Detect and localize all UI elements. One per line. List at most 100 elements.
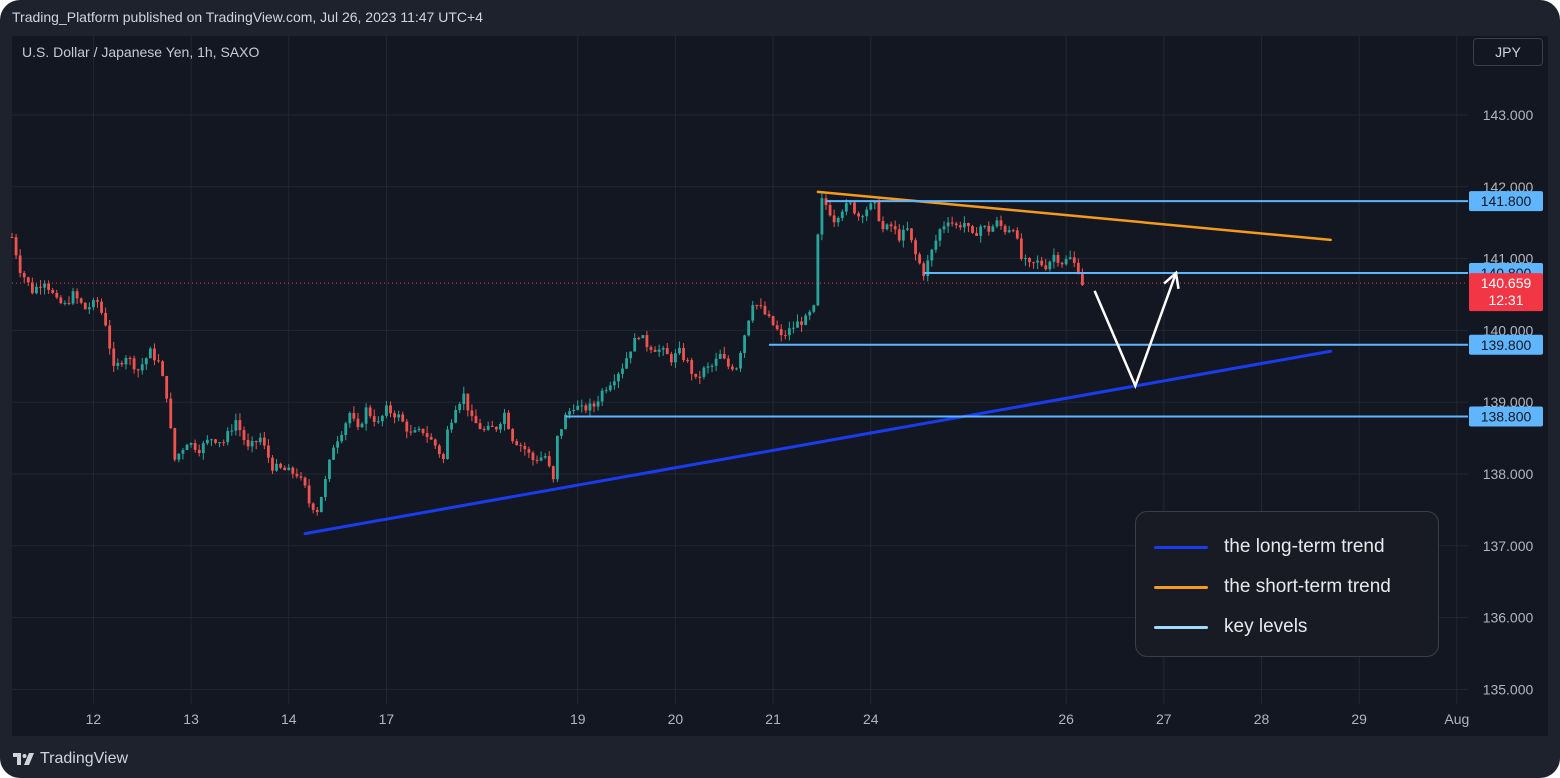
candle-body[interactable] [910,228,913,241]
candle-body[interactable] [857,213,860,217]
candle-body[interactable] [893,226,897,230]
candle-body[interactable] [55,293,59,298]
short-term-trend-line[interactable] [816,190,1332,242]
candle-body[interactable] [958,225,962,228]
candle-body[interactable] [800,321,803,325]
candle-body[interactable] [678,347,681,354]
candle-body[interactable] [218,442,221,444]
candle-body[interactable] [885,224,889,230]
candle-body[interactable] [1028,257,1031,263]
candle-body[interactable] [291,467,295,474]
candle-body[interactable] [165,376,169,399]
candle-body[interactable] [726,358,730,367]
candle-body[interactable] [787,328,791,336]
candle-body[interactable] [157,360,160,362]
candle-body[interactable] [661,348,665,350]
candle-body[interactable] [30,282,34,294]
candle-body[interactable] [425,433,429,438]
candle-body[interactable] [307,485,311,504]
candle-body[interactable] [714,358,718,366]
candle-body[interactable] [246,440,250,447]
candle-body[interactable] [328,459,331,480]
candle-body[interactable] [1032,262,1035,264]
candle-body[interactable] [653,349,657,352]
drawings[interactable] [12,190,1468,536]
candle-body[interactable] [429,437,433,440]
candle-body[interactable] [18,255,22,274]
candle-body[interactable] [79,298,83,303]
candle-body[interactable] [1040,260,1044,266]
candle-body[interactable] [881,221,885,230]
candle-body[interactable] [816,234,820,306]
candle-body[interactable] [718,353,722,359]
candle-body[interactable] [751,305,755,321]
candle-body[interactable] [385,405,388,416]
candle-body[interactable] [914,240,917,255]
candle-body[interactable] [983,225,987,227]
candle-body[interactable] [283,467,287,471]
candle-body[interactable] [446,429,449,460]
candle-body[interactable] [389,405,392,414]
candle-body[interactable] [128,357,132,359]
candle-body[interactable] [576,405,580,410]
candle-body[interactable] [303,477,307,486]
candle-body[interactable] [458,403,462,411]
candle-body[interactable] [906,228,909,230]
candle-body[interactable] [454,410,458,423]
candle-body[interactable] [722,353,726,359]
candle-body[interactable] [173,428,177,460]
candle-body[interactable] [364,407,368,424]
candle-body[interactable] [792,327,795,329]
candle-body[interactable] [621,368,624,374]
candle-body[interactable] [555,435,559,480]
candle-body[interactable] [287,467,291,471]
candle-body[interactable] [767,314,771,317]
candle-body[interactable] [401,414,405,422]
candle-body[interactable] [897,229,901,241]
candle-body[interactable] [735,368,738,370]
candle-body[interactable] [710,365,714,367]
candle-body[interactable] [779,329,783,336]
candle-body[interactable] [580,405,584,407]
projection-arrow[interactable] [1093,272,1178,390]
candle-body[interactable] [690,360,694,374]
candle-body[interactable] [340,434,344,442]
candle-body[interactable] [1024,257,1027,259]
candle-body[interactable] [132,358,136,370]
candle-body[interactable] [1015,230,1019,239]
candle-body[interactable] [560,429,563,436]
candle-body[interactable] [470,410,474,416]
tradingview-brand[interactable]: TradingView [12,748,128,770]
candle-body[interactable] [523,446,527,450]
candle-body[interactable] [543,456,547,458]
candle-body[interactable] [405,421,409,432]
candle-body[interactable] [75,291,79,299]
candle-body[interactable] [922,263,926,277]
candle-body[interactable] [564,414,567,430]
candles[interactable] [10,192,1084,516]
candle-body[interactable] [889,224,893,227]
candle-body[interactable] [934,240,938,250]
candle-body[interactable] [698,376,702,378]
candle-body[interactable] [637,337,641,339]
candle-body[interactable] [962,222,966,228]
candle-body[interactable] [315,509,319,513]
candle-body[interactable] [527,449,531,453]
candle-body[interactable] [665,348,669,355]
candle-body[interactable] [442,454,445,460]
candle-body[interactable] [499,423,502,430]
candle-body[interactable] [832,215,836,223]
candle-body[interactable] [604,390,608,392]
candle-body[interactable] [116,362,120,366]
candle-body[interactable] [535,459,539,461]
candle-body[interactable] [836,218,840,223]
symbol-title[interactable]: U.S. Dollar / Japanese Yen, 1h, SAXO [22,44,260,60]
candle-body[interactable] [1019,238,1023,259]
candle-body[interactable] [755,305,759,307]
candle-body[interactable] [47,283,51,290]
candle-body[interactable] [596,401,600,407]
candle-body[interactable] [222,442,226,444]
candle-body[interactable] [319,496,323,513]
candle-body[interactable] [796,321,799,328]
